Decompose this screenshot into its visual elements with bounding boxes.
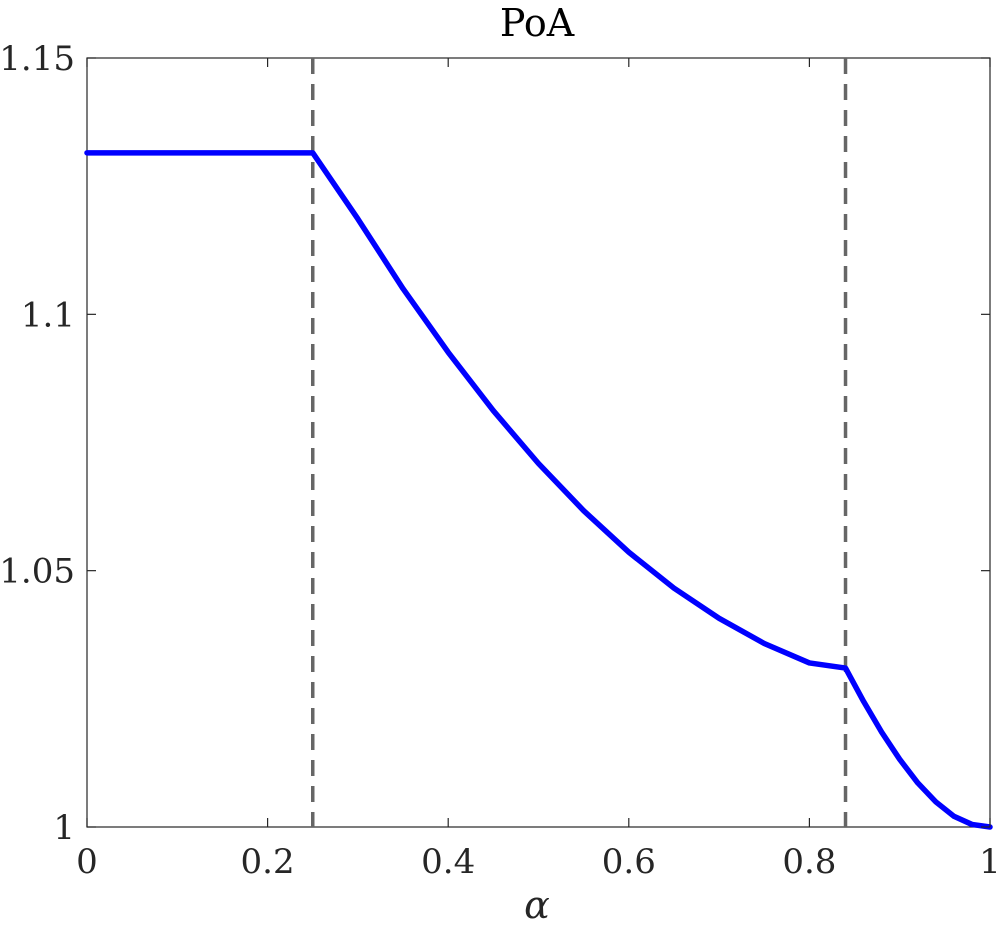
plot-frame bbox=[86, 57, 991, 828]
reference-lines bbox=[311, 58, 848, 827]
x-tick-label: 0.8 bbox=[782, 842, 836, 882]
x-tick-label: 0.6 bbox=[602, 842, 656, 882]
plot-area bbox=[86, 57, 991, 828]
y-tick-label: 1.1 bbox=[21, 295, 75, 335]
y-tick-label: 1 bbox=[53, 808, 75, 848]
series-line-1 bbox=[84, 150, 993, 830]
series-layer bbox=[84, 150, 993, 830]
chart-title: PoA bbox=[500, 1, 575, 45]
x-tick-label: 0.2 bbox=[241, 842, 295, 882]
x-tick-label: 0.4 bbox=[421, 842, 475, 882]
x-axis-label: α bbox=[524, 883, 550, 927]
x-tick-label: 0 bbox=[76, 842, 98, 882]
y-tick-label: 1.15 bbox=[0, 39, 75, 79]
y-tick-label: 1.05 bbox=[0, 552, 75, 592]
x-tick-label: 1 bbox=[979, 842, 1000, 882]
x-axis: 0 0.2 0.4 0.6 0.8 1 bbox=[76, 58, 1000, 882]
y-axis: 1 1.05 1.1 1.15 bbox=[0, 39, 990, 848]
